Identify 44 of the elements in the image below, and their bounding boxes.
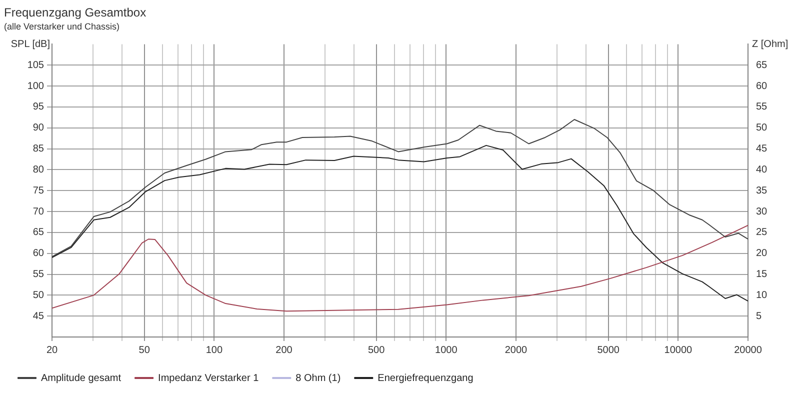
y2-tick-label: 55 [756,102,768,113]
x-tick-label: 2000 [504,344,528,356]
y2-tick-label: 10 [756,290,768,301]
y-tick-label: 80 [32,164,44,176]
y2-tick-label: 45 [756,144,768,155]
y2-tick-label: 25 [756,227,768,238]
chart-title: Frequenzgang Gesamtbox [4,6,146,20]
legend-label: 8 Ohm (1) [296,372,341,384]
x-tick-label: 200 [276,344,293,356]
x-tick-label: 10000 [664,344,692,356]
x-tick-label: 5000 [597,344,620,356]
x-tick-label: 100 [206,344,223,356]
y-axis-title: SPL [dB] [10,38,50,50]
y-tick-label: 95 [32,102,44,113]
legend-label: Impedanz Verstarker 1 [158,372,260,384]
y2-tick-label: 15 [756,269,768,280]
x-tick-label: 500 [368,344,386,356]
y-tick-label: 45 [32,310,44,322]
y-tick-label: 75 [32,185,44,196]
y2-tick-label: 30 [756,206,768,218]
y2-axis-title: Z [Ohm] [752,38,788,50]
y-tick-label: 85 [32,144,44,155]
y-tick-label: 100 [27,80,44,92]
y-tick-label: 70 [32,206,44,218]
y-tick-label: 105 [27,60,44,71]
y2-tick-label: 35 [756,185,768,196]
y-tick-label: 50 [32,290,44,301]
y-tick-label: 90 [32,122,44,134]
y-tick-label: 60 [32,248,44,260]
x-tick-label: 20 [46,344,58,356]
chart-subtitle: (alle Verstarker und Chassis) [4,21,120,32]
y-tick-label: 55 [32,269,44,280]
y2-tick-label: 20 [756,248,768,260]
y2-tick-label: 50 [756,122,768,134]
y2-tick-label: 65 [756,60,768,71]
y2-tick-label: 5 [756,310,762,322]
y2-tick-label: 60 [756,80,768,92]
y2-tick-label: 40 [756,164,768,176]
x-tick-label: 20000 [734,344,762,356]
x-tick-label: 50 [138,344,150,356]
legend-label: Amplitude gesamt [41,372,122,384]
legend-label: Energiefrequenzgang [378,372,474,384]
y-tick-label: 65 [32,227,44,238]
x-tick-label: 1000 [435,344,458,356]
